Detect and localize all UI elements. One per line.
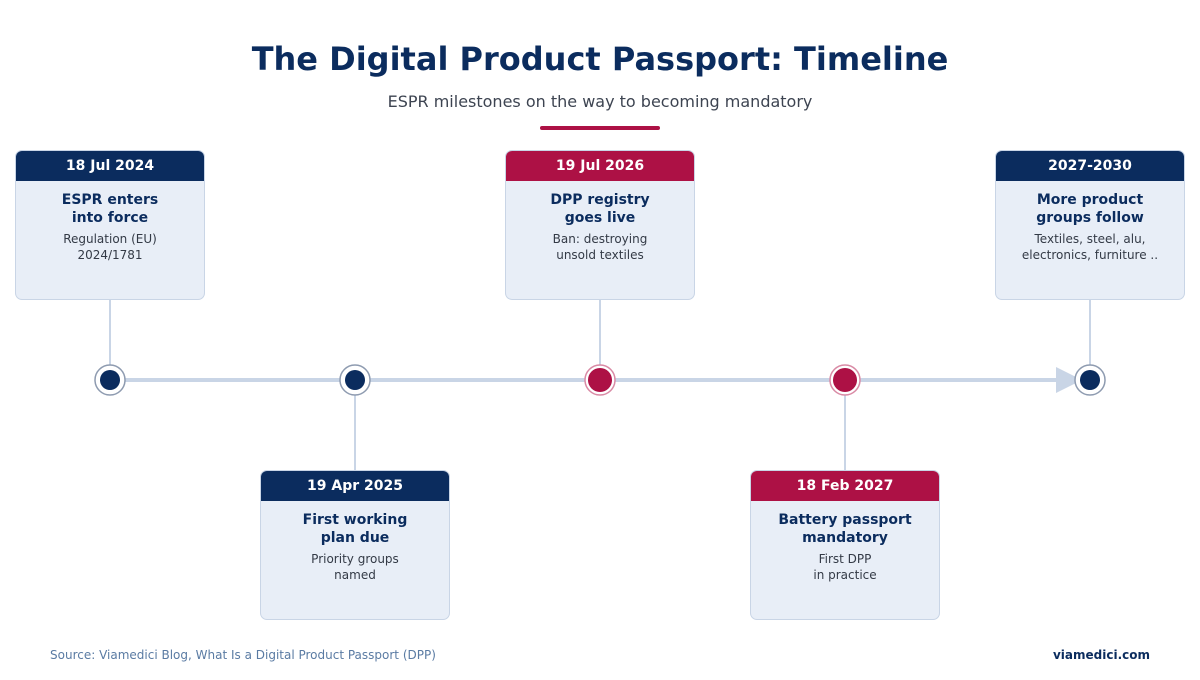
milestone-title: First working plan due: [302, 512, 408, 546]
milestone-description: Ban: destroying unsold textiles: [552, 232, 648, 262]
milestone-card: 19 Jul 2026 DPP registry goes live Ban: …: [505, 150, 695, 300]
milestone-node-dot: [345, 370, 365, 390]
timeline-arrowhead-icon: [1056, 367, 1082, 393]
milestone-node-dot: [100, 370, 120, 390]
milestone-card: 18 Feb 2027 Battery passport mandatory F…: [750, 470, 940, 620]
milestone-date: 19 Jul 2026: [506, 151, 694, 181]
milestone-description: Priority groups named: [311, 552, 399, 582]
brand-link[interactable]: viamedici.com: [1052, 648, 1150, 662]
milestone-node-dot: [1080, 370, 1100, 390]
milestone-description: First DPP in practice: [813, 552, 877, 582]
milestone-node-dot: [833, 368, 857, 392]
milestone-date: 2027-2030: [996, 151, 1184, 181]
milestone-title: Battery passport mandatory: [778, 512, 912, 546]
title-accent-bar: [540, 126, 660, 130]
milestone-card: 19 Apr 2025 First working plan due Prior…: [260, 470, 450, 620]
milestone-date: 18 Feb 2027: [751, 471, 939, 501]
milestone-title: DPP registry goes live: [550, 192, 650, 226]
milestone-date: 18 Jul 2024: [16, 151, 204, 181]
page-title: The Digital Product Passport: Timeline: [251, 40, 949, 78]
source-note: Source: Viamedici Blog, What Is a Digita…: [50, 648, 436, 662]
milestone-date: 19 Apr 2025: [261, 471, 449, 501]
milestone-title: ESPR enters into force: [61, 192, 159, 226]
milestone-description: Textiles, steel, alu, electronics, furni…: [1021, 232, 1159, 262]
milestone-title: More product groups follow: [1036, 192, 1144, 226]
milestone-card: 18 Jul 2024 ESPR enters into force Regul…: [15, 150, 205, 300]
milestone-description: Regulation (EU) 2024/1781: [63, 232, 157, 262]
page-subtitle: ESPR milestones on the way to becoming m…: [387, 92, 813, 111]
milestone-node-dot: [588, 368, 612, 392]
milestone-card: 2027-2030 More product groups follow Tex…: [995, 150, 1185, 300]
